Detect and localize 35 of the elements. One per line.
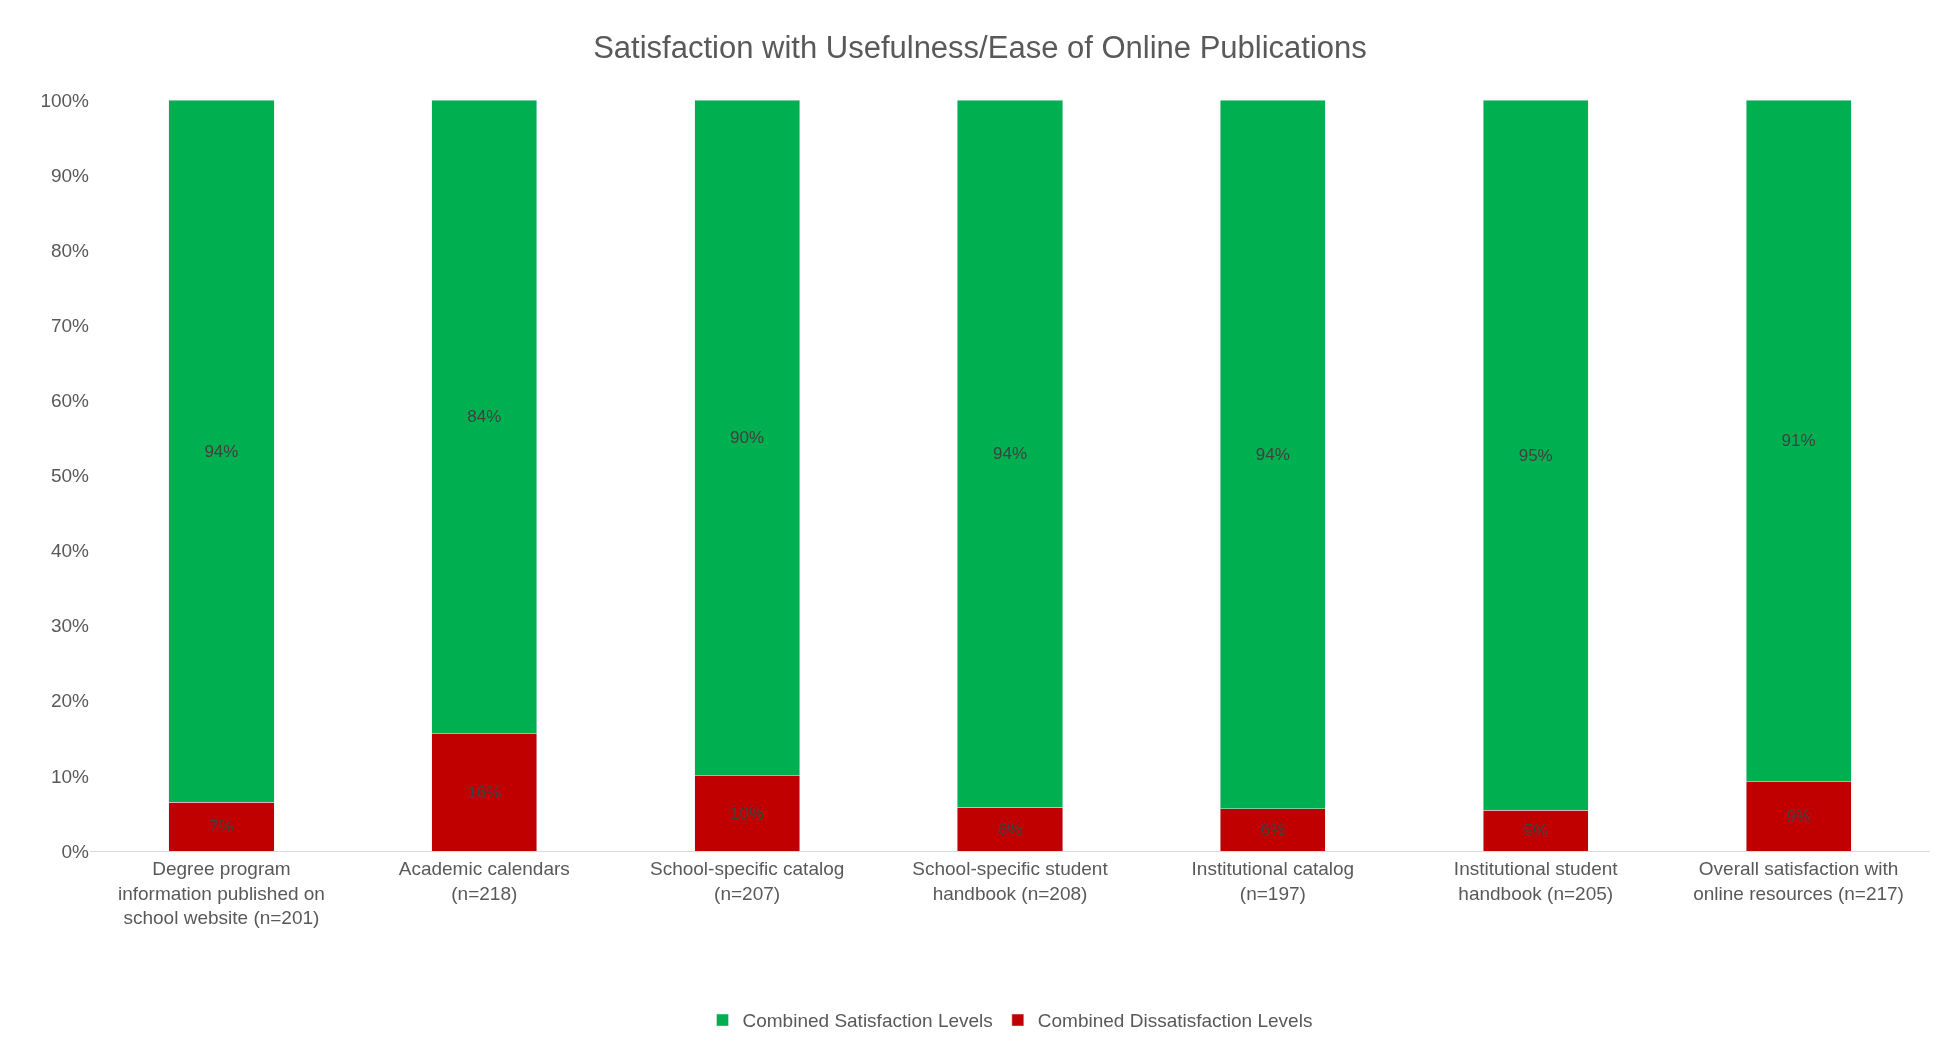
y-tick-label: 70%: [50, 314, 90, 336]
data-label: 94%: [992, 444, 1028, 464]
data-label: 84%: [467, 407, 502, 427]
y-tick-label: 50%: [50, 465, 90, 487]
x-tick-label: School-specific catalog (n=207): [649, 857, 845, 904]
data-label: 94%: [1255, 444, 1290, 464]
data-label: 95%: [1518, 445, 1553, 465]
data-label: 6%: [1260, 820, 1286, 840]
chart-title: Satisfaction with Usefulness/Ease of Online Publications: [593, 30, 1367, 66]
y-tick-label: 90%: [50, 164, 90, 186]
x-tick-label: Overall satisfaction with online resources (n=217): [1693, 857, 1904, 904]
data-label: 10%: [730, 803, 765, 823]
legend-label: Combined Satisfaction Levels: [742, 1010, 993, 1032]
data-label: 6%: [997, 819, 1023, 839]
y-tick-label: 30%: [50, 615, 90, 637]
x-tick-label: Degree program information published on school website (n=201): [117, 857, 325, 929]
y-tick-label: 20%: [50, 690, 90, 712]
y-tick-label: 40%: [50, 540, 90, 562]
data-label: 94%: [204, 441, 239, 461]
data-label: 5%: [1523, 821, 1548, 841]
x-tick-label: Institutional catalog (n=197): [1191, 857, 1355, 904]
data-label: 7%: [209, 817, 234, 837]
data-label: 91%: [1781, 431, 1816, 451]
x-tick-label: Academic calendars (n=218): [398, 857, 570, 904]
data-label: 16%: [467, 782, 502, 802]
y-tick-label: 100%: [40, 89, 90, 111]
x-tick-label: School-specific student handbook (n=208): [912, 857, 1109, 904]
data-label: 90%: [730, 428, 765, 448]
y-tick-label: 10%: [50, 765, 90, 787]
x-tick-label: Institutional student handbook (n=205): [1453, 857, 1619, 904]
data-label: 9%: [1786, 806, 1811, 826]
y-tick-label: 60%: [50, 390, 90, 412]
y-tick-label: 0%: [61, 840, 90, 862]
y-tick-label: 80%: [50, 239, 90, 261]
legend-label: Combined Dissatisfaction Levels: [1037, 1010, 1313, 1032]
